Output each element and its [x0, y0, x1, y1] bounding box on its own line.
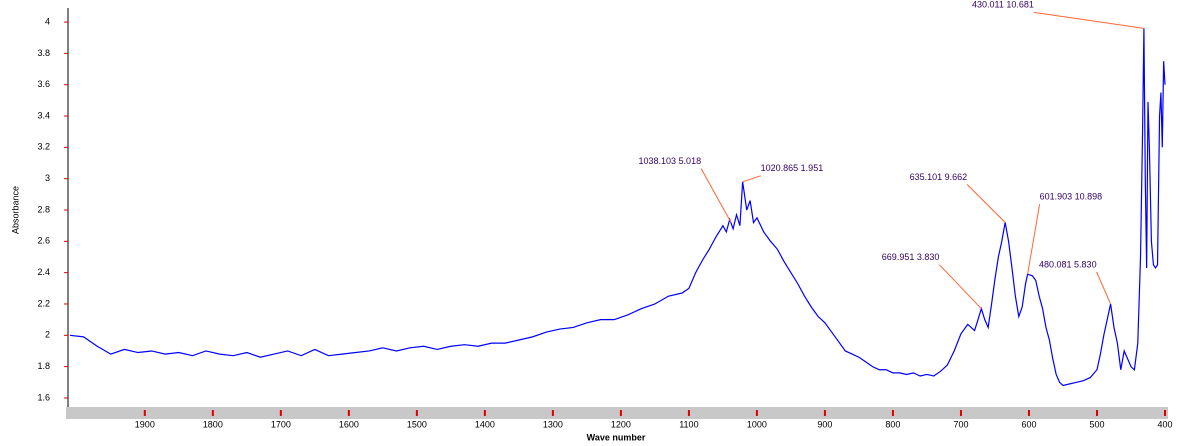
y-tick-label: 1.8 — [37, 361, 50, 371]
y-tick-label: 2.4 — [37, 267, 50, 277]
y-axis-label: Absorbance — [10, 186, 20, 234]
annotation-leader — [939, 264, 982, 310]
x-tick-label: 1600 — [339, 419, 359, 429]
annotation-label: 480.081 5.830 — [1039, 259, 1097, 269]
y-tick-label: 2.2 — [37, 298, 50, 308]
annotation-label: 635.101 9.662 — [910, 172, 968, 182]
y-tick-label: 3.4 — [37, 110, 50, 120]
y-tick-label: 2 — [45, 330, 50, 340]
y-tick-label: 3.2 — [37, 142, 50, 152]
x-tick-label: 400 — [1157, 419, 1172, 429]
x-axis-band — [66, 407, 1168, 419]
y-tick-label: 3.8 — [37, 48, 50, 58]
annotation-leader — [966, 184, 1006, 223]
x-tick-label: 1900 — [135, 419, 155, 429]
annotation-label: 669.951 3.830 — [882, 252, 940, 262]
x-tick-label: 1500 — [407, 419, 427, 429]
annotation-label: 601.903 10.898 — [1040, 192, 1103, 202]
annotation-leader — [742, 175, 761, 183]
x-tick-label: 1800 — [203, 419, 223, 429]
x-tick-label: 900 — [817, 419, 832, 429]
annotation-label: 1020.865 1.951 — [761, 163, 824, 173]
x-tick-label: 1100 — [679, 419, 698, 429]
x-tick-label: 1300 — [543, 419, 563, 429]
annotation-label: 1038.103 5.018 — [639, 156, 702, 166]
spectrum-line — [69, 28, 1166, 387]
x-tick-label: 1400 — [475, 419, 495, 429]
annotation-leader — [700, 168, 732, 223]
x-tick-label: 1700 — [271, 419, 291, 429]
y-tick-label: 4 — [45, 16, 50, 26]
x-tick-label: 1000 — [747, 419, 767, 429]
annotation-leader — [1096, 271, 1112, 305]
y-tick-label: 3.6 — [37, 79, 50, 89]
x-tick-label: 600 — [1021, 419, 1036, 429]
x-axis-label: Wave number — [587, 432, 646, 442]
annotation-leader — [1033, 11, 1144, 29]
y-tick-label: 1.6 — [37, 392, 50, 402]
x-tick-label: 1200 — [611, 419, 631, 429]
y-tick-label: 3 — [45, 173, 50, 183]
x-tick-label: 700 — [953, 419, 968, 429]
y-tick-label: 2.8 — [37, 204, 50, 214]
y-tick-label: 2.6 — [37, 236, 50, 246]
x-tick-label: 500 — [1089, 419, 1104, 429]
annotation-leader — [1027, 204, 1041, 275]
annotation-label: 430.011 10.681 — [972, 0, 1034, 10]
x-tick-label: 800 — [885, 419, 900, 429]
